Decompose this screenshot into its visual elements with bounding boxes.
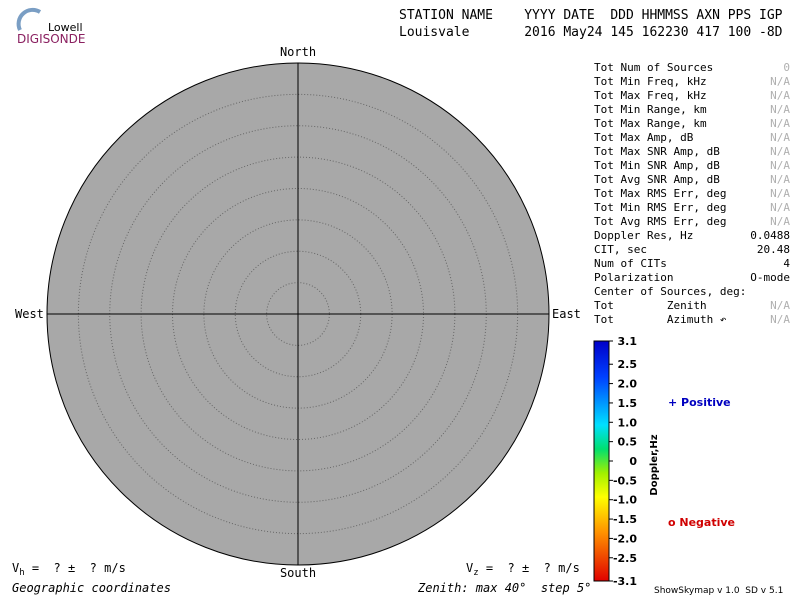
stat-value: 20.48	[757, 243, 790, 256]
stat-label: Num of CITs	[594, 257, 667, 270]
stat-label: Center of Sources, deg:	[594, 285, 746, 298]
stat-value: N/A	[770, 131, 790, 144]
stat-label: Tot Min SNR Amp, dB	[594, 159, 720, 172]
colorbar-tick-label: 2.5	[618, 358, 638, 371]
north-label: North	[280, 45, 316, 59]
stat-value: N/A	[770, 299, 790, 312]
stats-panel: Tot Num of Sources 0 Tot Min Freq, kHz N/A T…	[594, 61, 790, 326]
stat-value: N/A	[770, 117, 790, 130]
colorbar-tick-label: -2.0	[613, 532, 637, 545]
stat-value: N/A	[770, 215, 790, 228]
stat-value: N/A	[770, 159, 790, 172]
colorbar-tick-label: -3.1	[613, 575, 637, 588]
header-labels: STATION NAME YYYY DATE DDD HHMMSS AXN PP…	[399, 8, 783, 23]
stat-value: N/A	[770, 75, 790, 88]
stat-label: Tot Zenith	[594, 299, 707, 312]
stat-value: N/A	[770, 89, 790, 102]
stat-label: Tot Avg RMS Err, deg	[594, 215, 726, 228]
stat-label: Tot Avg SNR Amp, dB	[594, 173, 720, 186]
stat-label: Tot Min RMS Err, deg	[594, 201, 726, 214]
stat-value: N/A	[770, 313, 790, 326]
stat-label: Tot Min Freq, kHz	[594, 75, 707, 88]
stat-label: Tot Max RMS Err, deg	[594, 187, 726, 200]
stat-value: 0	[783, 61, 790, 74]
vz-rest: = ? ± ? m/s	[479, 561, 580, 575]
colorbar-tick-label: 0.5	[618, 436, 638, 449]
legend-negative: o Negative	[668, 516, 735, 529]
colorbar	[593, 340, 610, 582]
stat-value: N/A	[770, 187, 790, 200]
logo-arc	[16, 7, 42, 31]
legend-positive: + Positive	[668, 396, 731, 409]
south-label: South	[280, 566, 316, 580]
stat-label: Tot Max Amp, dB	[594, 131, 694, 144]
stat-value: N/A	[770, 201, 790, 214]
zenith-text: Zenith: max 40° step 5°	[417, 581, 591, 595]
vh-text: Vh = ? ± ? m/s	[12, 561, 126, 578]
colorbar-ticks: 3.1 2.5 2.0 1.5 1.0 0.5 0 -0.5 -1.0 -1.5 -2.0 -2.5 -…	[609, 335, 637, 588]
logo-bottom: DIGISONDE	[17, 32, 85, 46]
stat-value: N/A	[770, 173, 790, 186]
colorbar-tick-label: 2.0	[618, 378, 638, 391]
stat-label: Doppler Res, Hz	[594, 229, 693, 242]
east-label: East	[552, 307, 581, 321]
vz-sub: z	[473, 568, 478, 578]
logo-top: Lowell	[48, 21, 83, 34]
vh-rest: = ? ± ? m/s	[25, 561, 126, 575]
vh-sub: h	[19, 568, 24, 578]
stat-label: Tot Num of Sources	[594, 61, 713, 74]
stat-label: Tot Max Freq, kHz	[594, 89, 707, 102]
west-label: West	[15, 307, 44, 321]
stat-label: Tot Max SNR Amp, dB	[594, 145, 720, 158]
stat-value: 0.0488	[750, 229, 790, 242]
version-text: ShowSkymap v 1.0 SD v 5.1	[654, 586, 783, 596]
vh-symbol: V	[12, 561, 19, 575]
colorbar-tick-label: 3.1	[618, 335, 638, 348]
stat-value: N/A	[770, 103, 790, 116]
stat-label: Tot Max Range, km	[594, 117, 707, 130]
colorbar-tick-label: -0.5	[613, 474, 637, 487]
colorbar-tick-label: -1.5	[613, 513, 637, 526]
coords-text: Geographic coordinates	[12, 581, 171, 595]
colorbar-tick-label: 0	[629, 455, 637, 468]
header-values: Louisvale 2016 May24 145 162230 417 100 …	[399, 25, 783, 40]
stat-value: O-mode	[750, 271, 790, 284]
stat-value: N/A	[770, 145, 790, 158]
stat-label: CIT, sec	[594, 243, 647, 256]
stat-label: Polarization	[594, 271, 673, 284]
colorbar-tick-label: -1.0	[613, 494, 637, 507]
colorbar-tick-label: -2.5	[613, 552, 637, 565]
polar-plot	[46, 62, 550, 566]
colorbar-title: Doppler,Hz	[649, 434, 660, 495]
colorbar-tick-label: 1.5	[618, 397, 638, 410]
vz-symbol: V	[466, 561, 473, 575]
stat-value: 4	[783, 257, 790, 270]
colorbar-tick-label: 1.0	[618, 416, 638, 429]
stat-label: Tot Min Range, km	[594, 103, 707, 116]
vz-text: Vz = ? ± ? m/s	[466, 561, 580, 578]
stat-label: Tot Azimuth ↶	[594, 313, 727, 326]
